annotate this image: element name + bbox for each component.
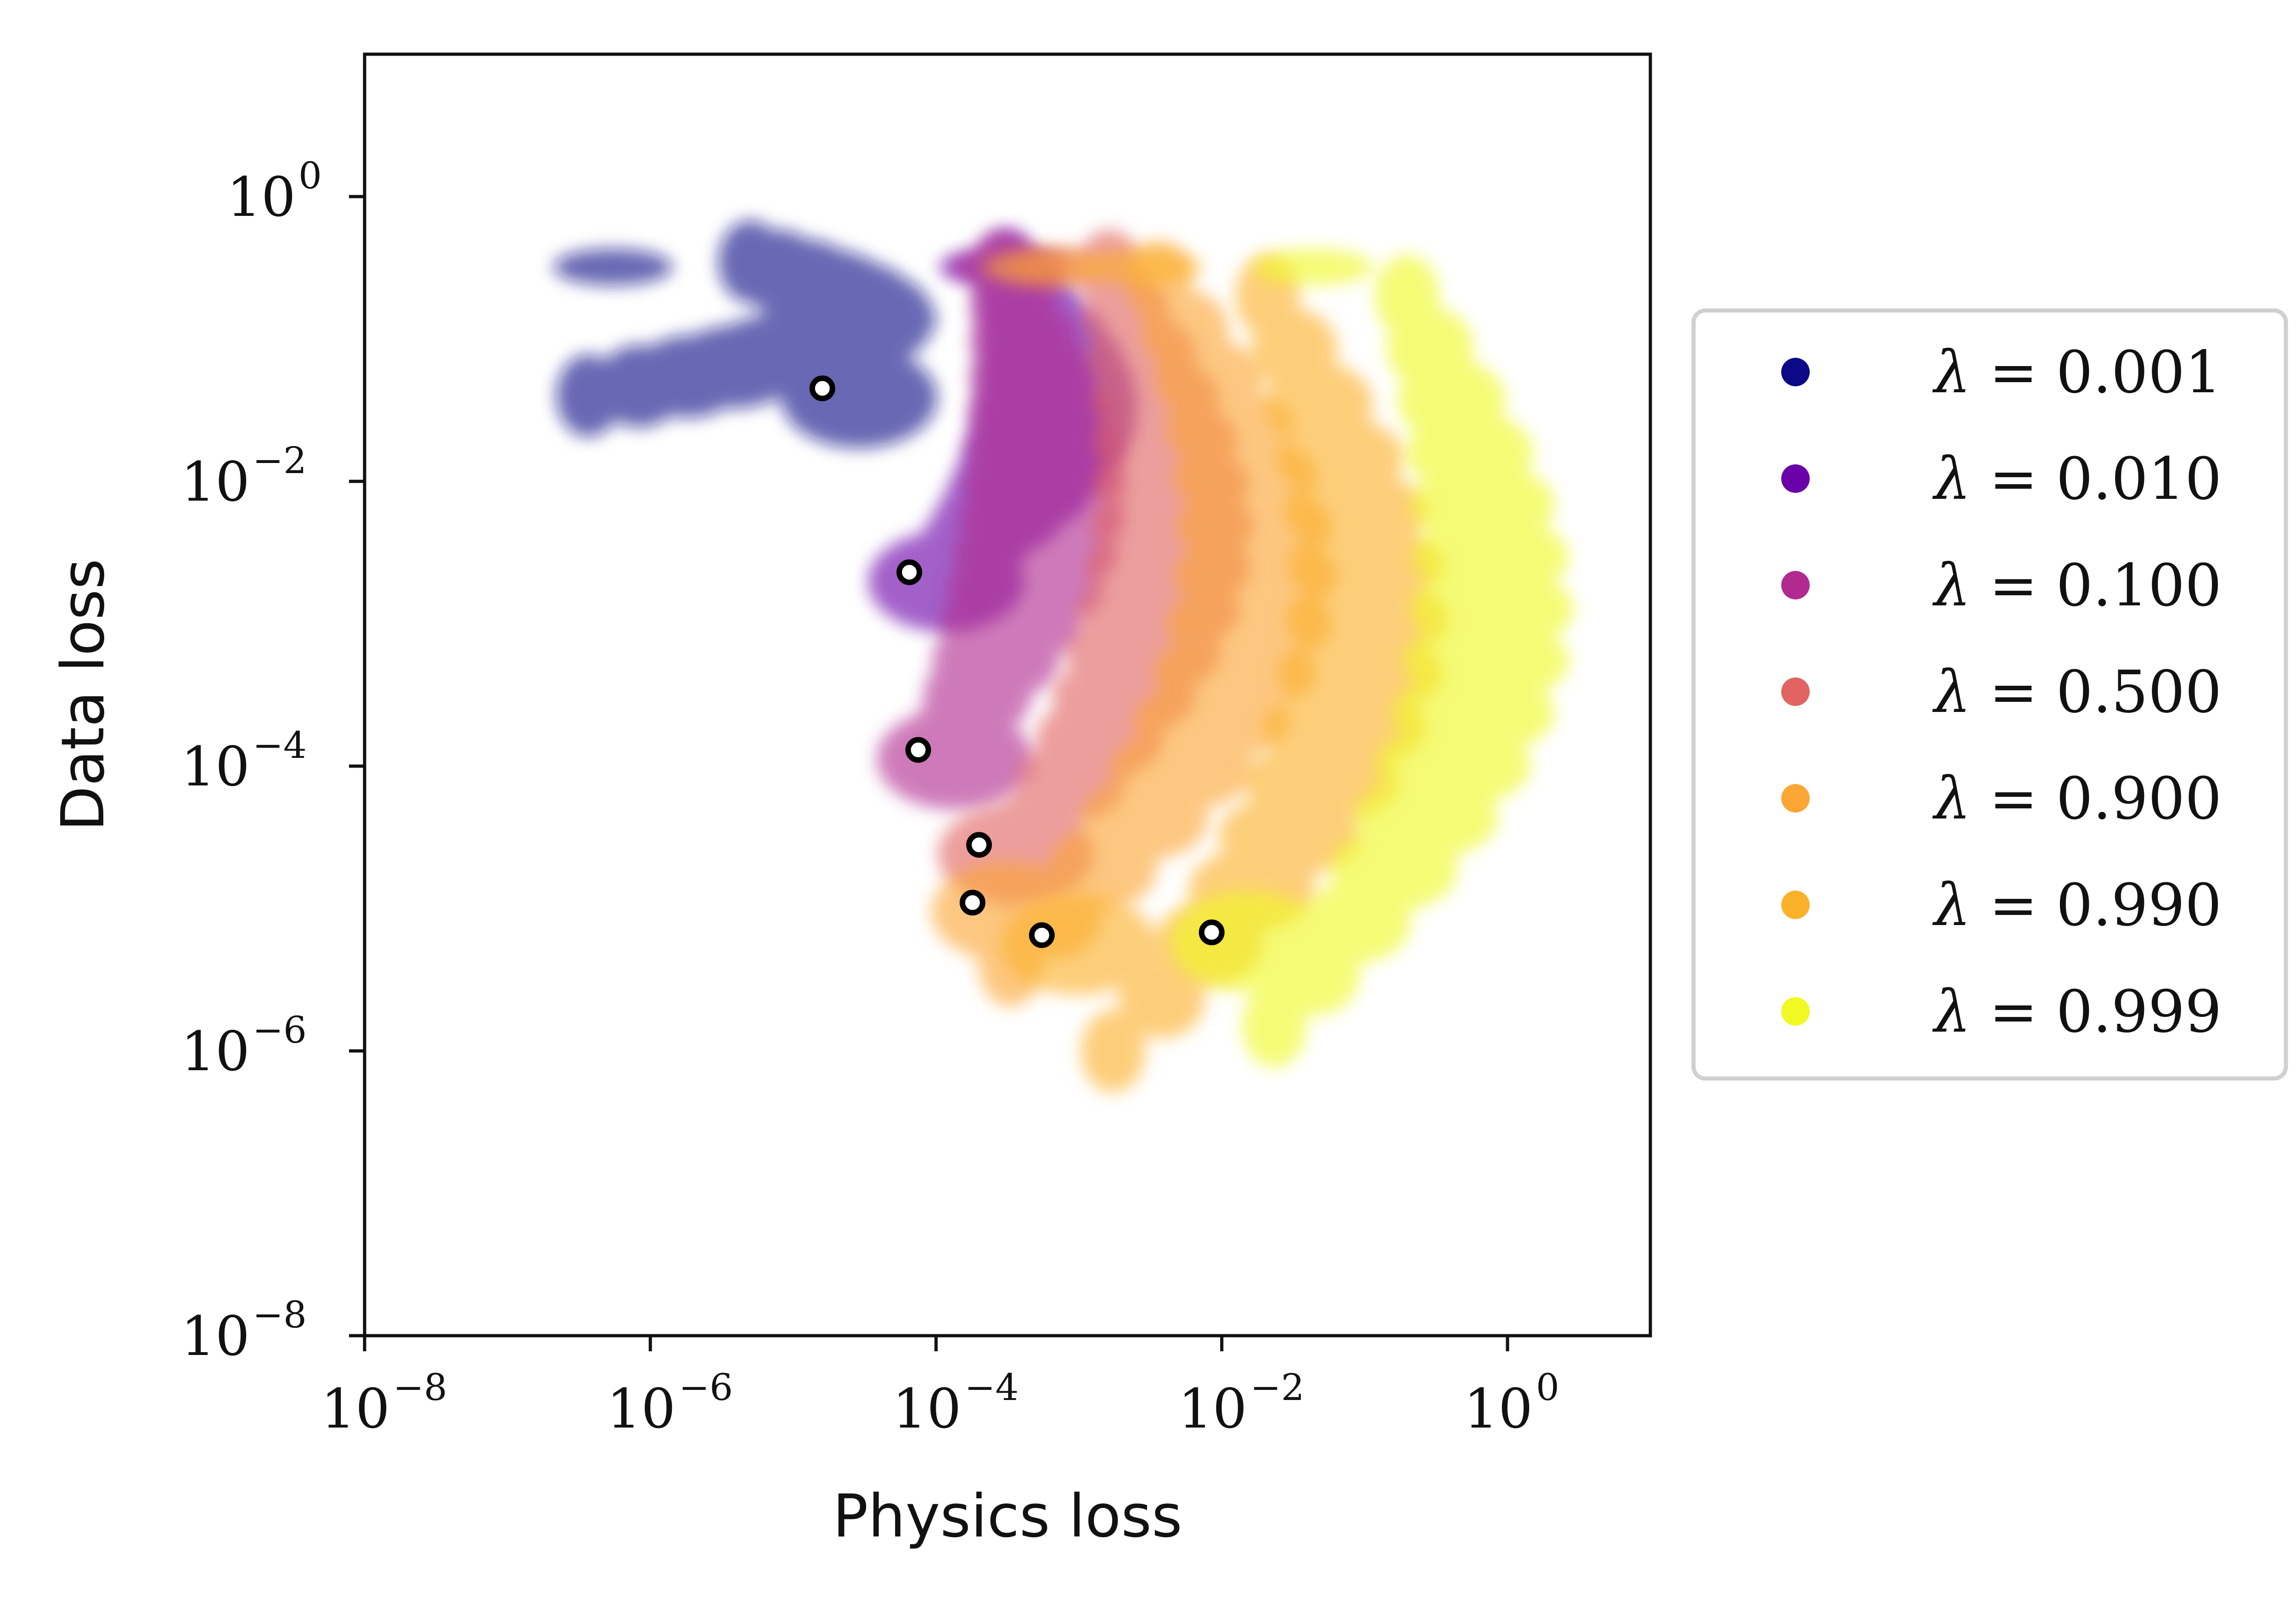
x-tick-exponent: −4 [964,1366,1019,1409]
x-axis-label: Physics loss [833,1482,1182,1551]
legend: λ = 0.001 λ = 0.010 λ = 0.100 λ = 0.500 λ = … [1691,308,2288,1081]
cloud-blob [877,708,1033,810]
legend-label: λ = 0.999 [1932,978,2222,1045]
cloud-blob [1081,248,1201,286]
legend-frame [1691,308,2288,1081]
final-point-marker [959,890,985,916]
final-point-marker [809,375,835,401]
legend-label: λ = 0.990 [1932,871,2222,939]
series-cloud [1000,248,1448,1092]
legend-marker [1781,677,1810,706]
cloud-blob [556,354,621,437]
final-point-marker [966,832,992,858]
cloud-blob [1170,891,1327,992]
y-tick-label: 10 [181,1304,250,1368]
series-cloud [553,220,937,448]
x-tick-label: 10 [321,1377,390,1440]
x-tick-label: 10 [1178,1377,1247,1440]
y-tick-exponent: −4 [253,724,307,767]
final-point-marker [905,737,931,763]
cloud-blob [781,347,937,448]
legend-marker [1781,784,1810,813]
legend-label: λ = 0.001 [1932,339,2222,406]
cloud-blob [1242,984,1307,1067]
legend-marker [1781,464,1810,493]
legend-label: λ = 0.500 [1932,658,2222,726]
final-point-marker [1199,919,1225,945]
y-tick-exponent: 0 [298,154,322,197]
y-tick-label: 10 [181,735,250,798]
y-tick-label: 10 [227,165,296,229]
y-tick-exponent: −2 [253,439,307,482]
legend-marker [1781,891,1810,919]
final-point-marker [1029,922,1055,948]
cloud-blob [982,248,1102,286]
x-tick-label: 10 [607,1377,675,1440]
x-tick-exponent: −8 [393,1366,447,1409]
cloud-blob [1080,1010,1145,1092]
final-point-markers [809,375,1225,948]
y-tick-exponent: −6 [253,1009,307,1051]
x-tick-label: 10 [892,1377,961,1440]
x-axis: 10 −8 10 −6 10 −4 10 −2 10 0 [321,1336,1559,1440]
y-tick-exponent: −8 [253,1293,307,1336]
legend-label: λ = 0.900 [1932,765,2222,832]
x-tick-exponent: −6 [679,1366,733,1409]
series-cloud [877,230,1126,810]
series-cloud [1170,248,1574,1067]
x-tick-label: 10 [1464,1377,1533,1440]
y-axis-label: Data loss [49,559,118,831]
legend-label: λ = 0.100 [1932,552,2222,619]
cloud-blob [1118,955,1205,1039]
legend-marker [1781,571,1810,599]
cloud-blob [553,248,673,286]
y-tick-label: 10 [181,1020,250,1083]
cloud-blob [1254,248,1373,286]
legend-marker [1781,358,1810,386]
plot-frame [363,52,1652,1338]
final-point-marker [896,559,923,585]
data-clouds [553,220,1574,1092]
legend-marker [1781,997,1810,1026]
legend-label: λ = 0.010 [1932,445,2222,513]
x-tick-exponent: −2 [1250,1366,1305,1409]
x-tick-exponent: 0 [1536,1366,1559,1409]
cloud-blob [1000,893,1157,995]
y-tick-label: 10 [181,450,250,514]
